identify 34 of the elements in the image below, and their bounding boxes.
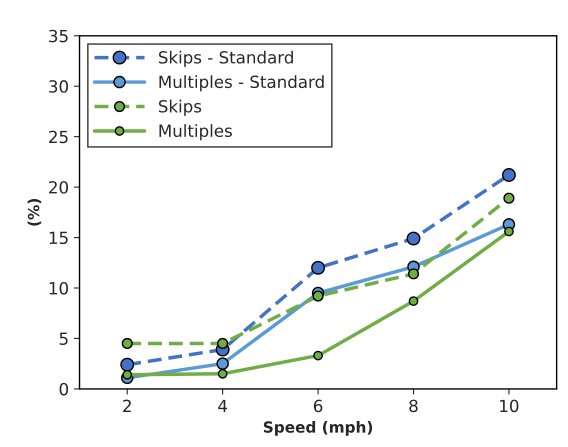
point [218,368,228,379]
y-tick-label: 10 [50,282,68,295]
legend-label: Multiples [159,124,232,140]
point [408,268,420,280]
point [312,290,324,302]
legend-label: Skips - Standard [158,50,293,67]
point [503,192,514,204]
x-tick-label: 10 [500,400,518,412]
y-tick-label: 30 [49,80,68,93]
x-axis-title: Speed (mph) [264,420,372,436]
legend-label: Skips [158,100,202,116]
y-tick-label: 5 [60,332,68,346]
x-tick-label: 6 [314,400,322,412]
point [311,260,326,275]
point [408,296,418,306]
point [504,226,514,236]
point [122,338,133,350]
point [217,338,228,350]
point [122,370,132,380]
x-tick-label: 4 [218,400,228,412]
y-tick-label: 35 [49,30,68,42]
legend-label: Multiples - Standard [159,75,324,92]
point [502,168,516,182]
y-axis-title: (%) [28,199,42,226]
point [313,350,323,360]
y-tick-label: 20 [49,181,68,194]
y-tick-label: 25 [49,130,68,144]
point [406,232,420,246]
y-tick-label: 15 [50,232,68,244]
y-tick-label: 0 [60,382,68,396]
x-tick-label: 2 [123,400,131,412]
point [216,357,229,370]
point [120,358,134,372]
x-tick-label: 8 [409,400,418,412]
